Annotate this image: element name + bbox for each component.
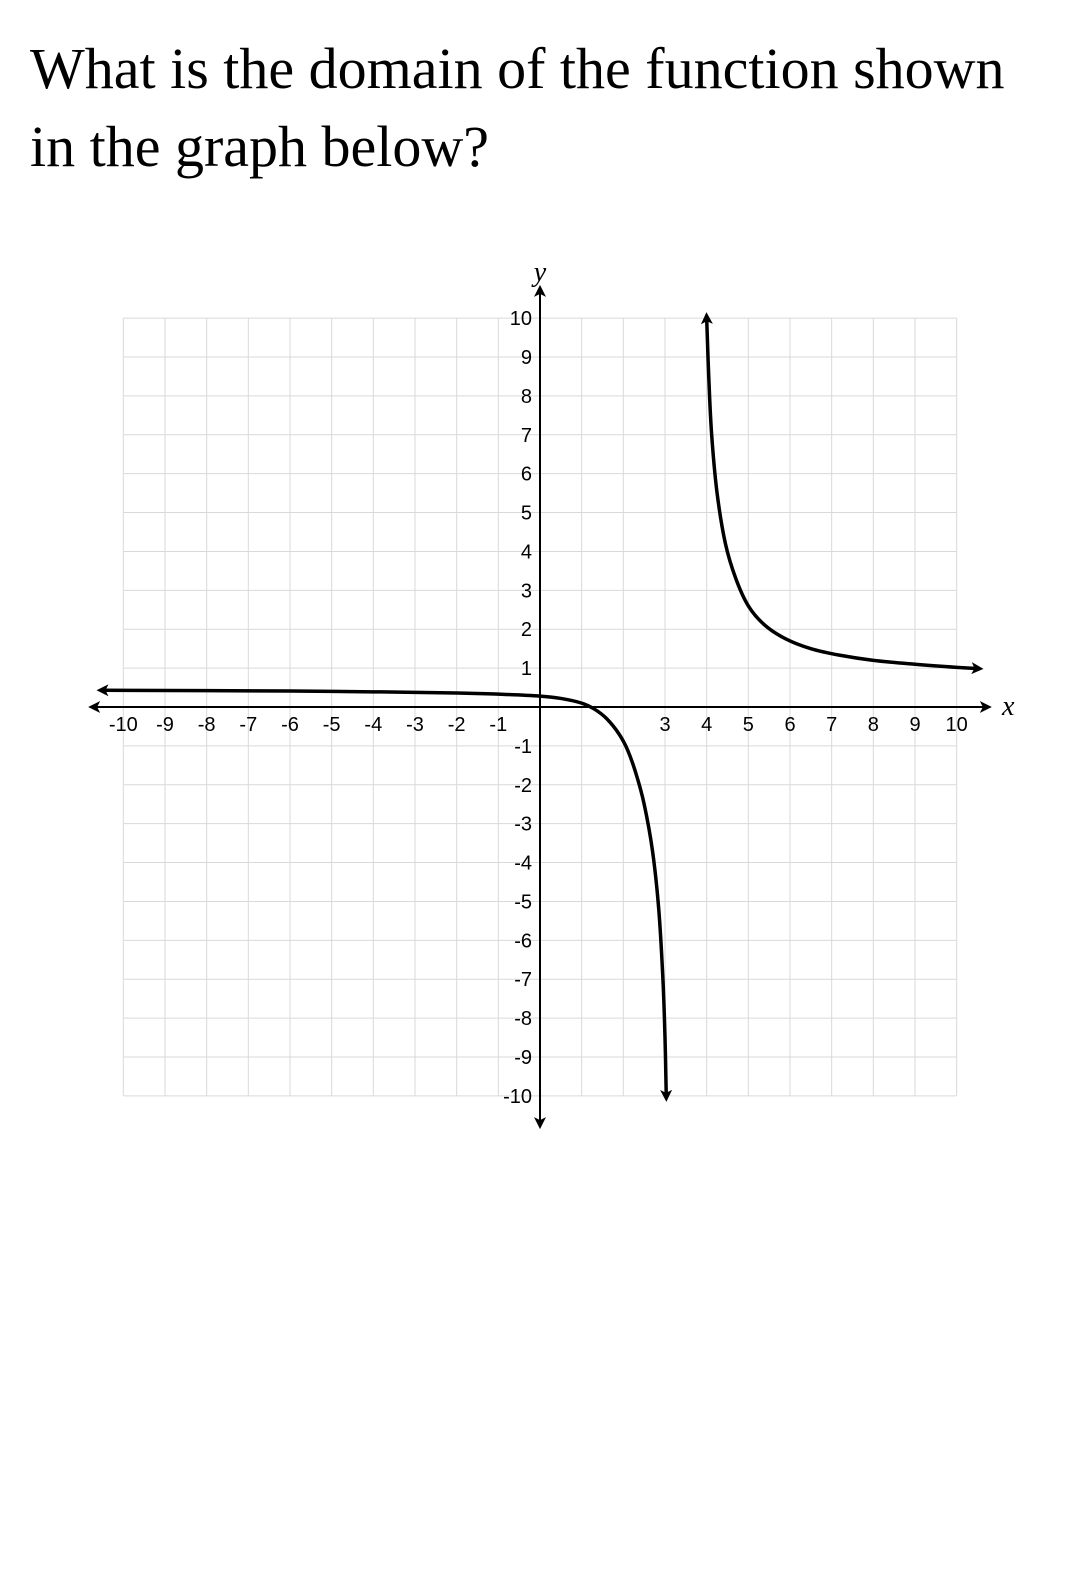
- svg-text:-1: -1: [489, 714, 507, 736]
- svg-text:y: y: [531, 257, 547, 288]
- svg-text:-10: -10: [503, 1085, 532, 1107]
- svg-text:8: 8: [521, 385, 532, 407]
- svg-text:-8: -8: [198, 714, 216, 736]
- svg-text:-3: -3: [514, 813, 532, 835]
- svg-text:-9: -9: [514, 1047, 532, 1069]
- svg-text:9: 9: [521, 347, 532, 369]
- svg-text:10: 10: [510, 308, 532, 330]
- svg-text:7: 7: [826, 714, 837, 736]
- svg-text:-2: -2: [514, 774, 532, 796]
- svg-text:-7: -7: [239, 714, 257, 736]
- svg-text:-5: -5: [323, 714, 341, 736]
- svg-text:6: 6: [784, 714, 795, 736]
- svg-text:-7: -7: [514, 969, 532, 991]
- svg-text:-4: -4: [514, 852, 532, 874]
- svg-text:-10: -10: [109, 714, 138, 736]
- svg-text:-6: -6: [281, 714, 299, 736]
- svg-text:2: 2: [521, 619, 532, 641]
- svg-text:-9: -9: [156, 714, 174, 736]
- svg-text:-8: -8: [514, 1008, 532, 1030]
- svg-text:x: x: [1001, 691, 1015, 722]
- svg-text:4: 4: [521, 541, 532, 563]
- svg-text:1: 1: [521, 658, 532, 680]
- svg-text:8: 8: [868, 714, 879, 736]
- svg-text:-2: -2: [448, 714, 466, 736]
- svg-text:-1: -1: [514, 735, 532, 757]
- svg-text:5: 5: [743, 714, 754, 736]
- svg-text:5: 5: [521, 502, 532, 524]
- function-graph: -10 -9 -8 -7 -6 -5 -4 -3 -2 -1 3 4 5 6 7 8 9 10 -10 -9 -8 -7 -…: [40, 247, 1040, 1167]
- svg-text:-6: -6: [514, 930, 532, 952]
- svg-text:-5: -5: [514, 891, 532, 913]
- svg-text:-3: -3: [406, 714, 424, 736]
- svg-text:3: 3: [659, 714, 670, 736]
- svg-text:7: 7: [521, 424, 532, 446]
- svg-text:10: 10: [946, 714, 968, 736]
- svg-text:3: 3: [521, 580, 532, 602]
- question-text: What is the domain of the function shown…: [30, 30, 1050, 187]
- svg-text:9: 9: [909, 714, 920, 736]
- svg-text:4: 4: [701, 714, 712, 736]
- svg-text:6: 6: [521, 463, 532, 485]
- svg-text:-4: -4: [364, 714, 382, 736]
